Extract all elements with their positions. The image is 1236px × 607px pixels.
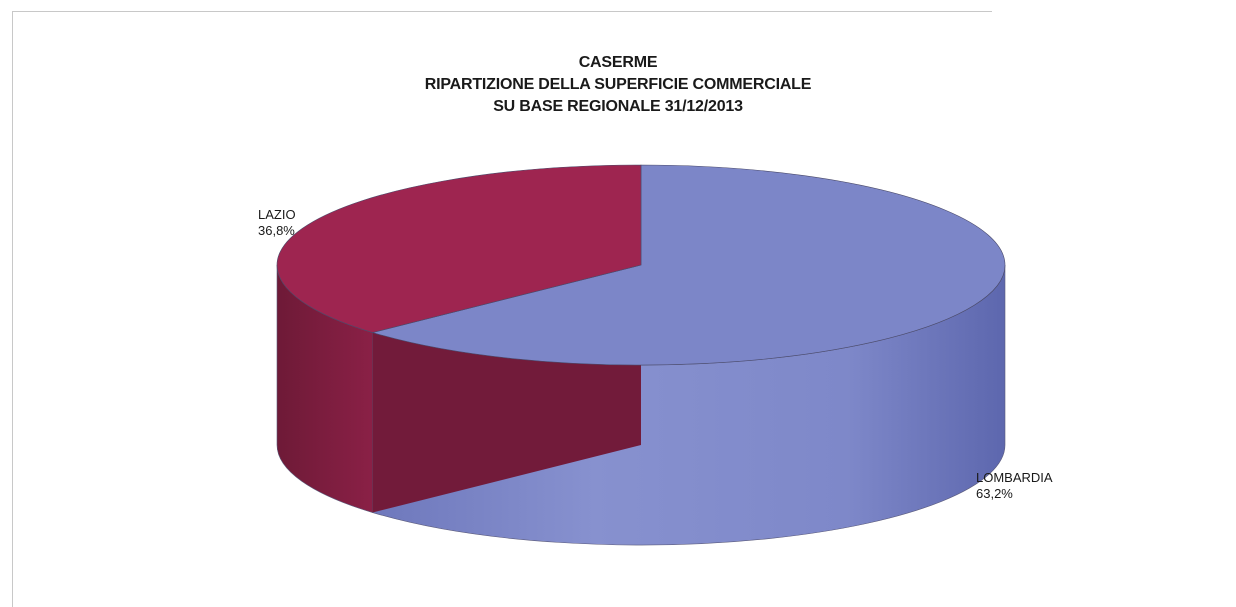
data-label-lazio-name: LAZIO (258, 207, 296, 222)
data-label-lombardia-name: LOMBARDIA (976, 470, 1053, 485)
chart-frame-left-border (12, 11, 13, 607)
pie-slice-lombardia (371, 164, 1006, 366)
chart-title: CASERME RIPARTIZIONE DELLA SUPERFICIE CO… (0, 52, 1236, 118)
chart-title-line-2: RIPARTIZIONE DELLA SUPERFICIE COMMERCIAL… (424, 76, 812, 93)
data-label-lombardia: LOMBARDIA 63,2% (976, 470, 1053, 502)
pie-slice-lazio (276, 164, 642, 333)
chart-title-line-3: SU BASE REGIONALE 31/12/2013 (493, 98, 743, 115)
data-label-lazio-value: 36,8% (258, 223, 295, 238)
data-label-lombardia-value: 63,2% (976, 486, 1013, 501)
data-label-lazio: LAZIO 36,8% (258, 207, 296, 239)
chart-frame-top-border (12, 11, 992, 12)
chart-title-line-1: CASERME (578, 54, 658, 71)
